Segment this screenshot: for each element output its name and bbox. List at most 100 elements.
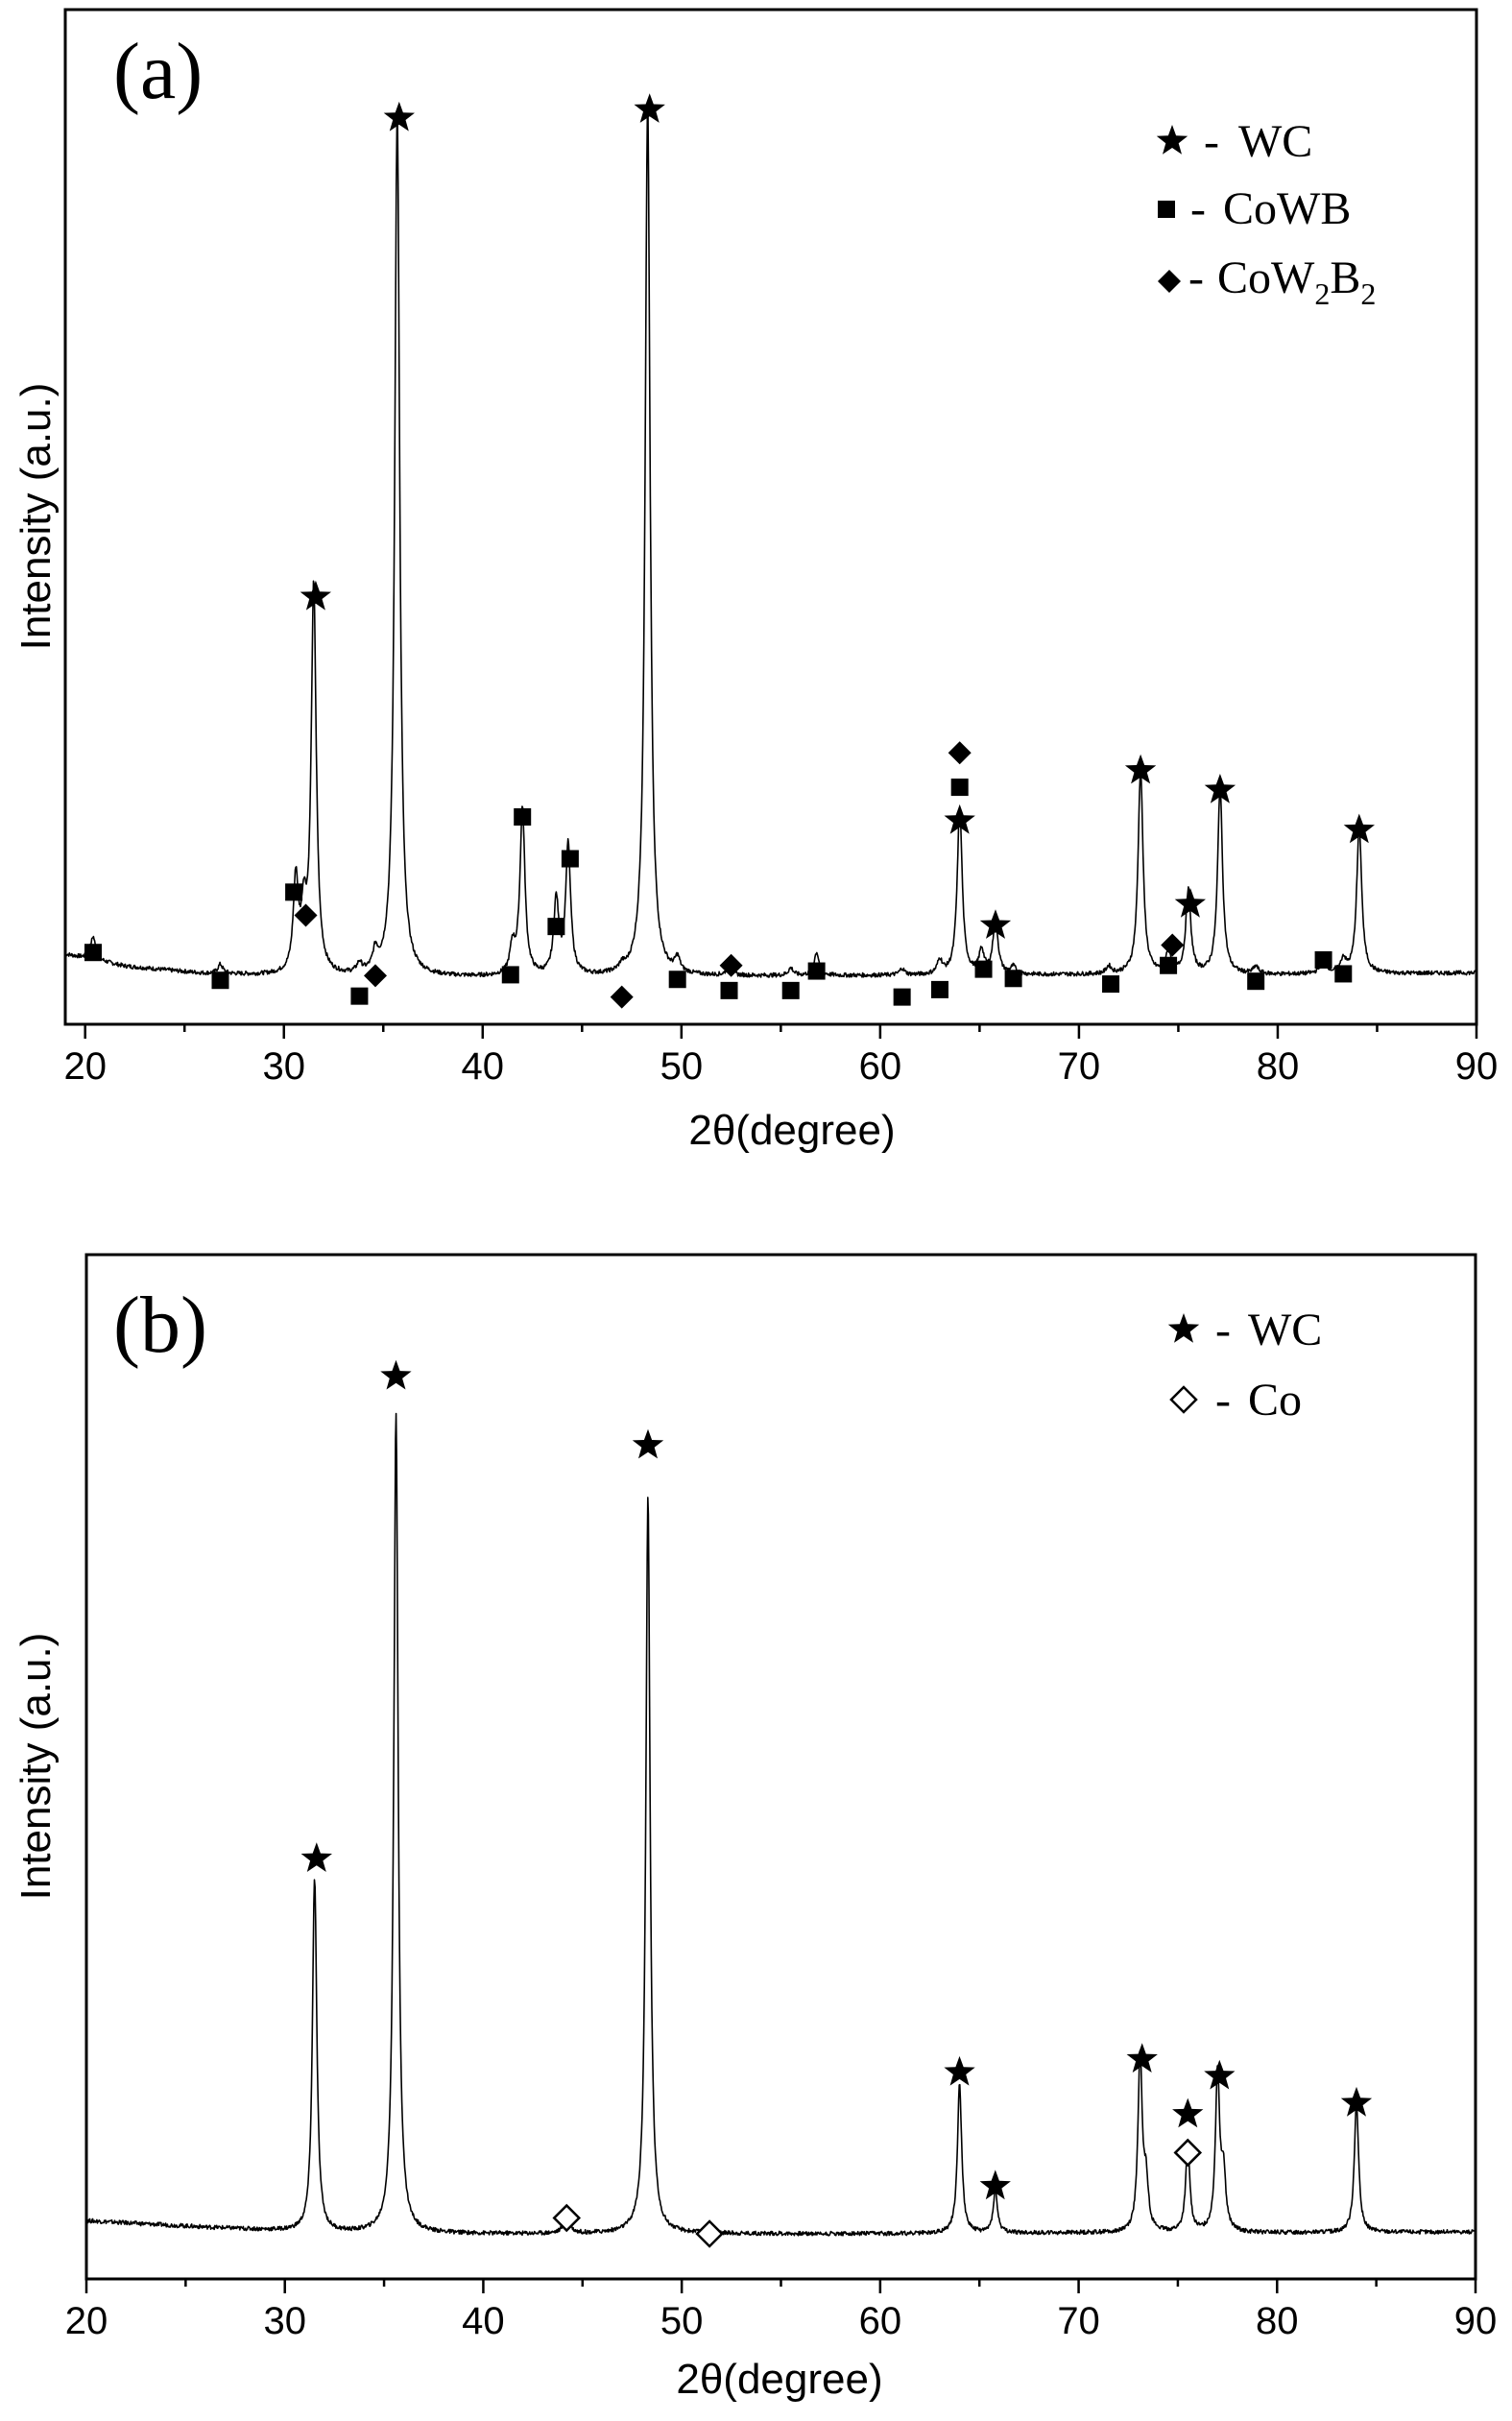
co-open-diamond-marker [1173, 2138, 1203, 2168]
co-open-diamond-marker [1169, 1385, 1198, 1414]
xrd-spectrum-line [64, 108, 1477, 978]
legend-item-co: - Co [1169, 1375, 1302, 1426]
wc-star-marker [383, 101, 415, 132]
panel-a: (a) - WC - CoWB - CoW2B2 20 30 40 50 60 70 80 [12, 8, 1498, 1154]
legend-label-co: Co [1248, 1375, 1302, 1426]
co-open-diamond-marker [552, 2203, 582, 2233]
panel-b: (b) - WC - Co 20 30 40 50 60 70 80 90 2θ(degree… [12, 1253, 1498, 2403]
legend-square-marker [1158, 201, 1175, 218]
wc-star-marker [944, 803, 975, 834]
xrd-spectrum-line [85, 1412, 1476, 2237]
cowb-square-marker [807, 962, 826, 980]
cowb-square-marker [561, 850, 579, 868]
cowb-square-marker [974, 960, 993, 978]
cowb-square-marker [1158, 201, 1175, 218]
plot-frame [84, 1253, 1477, 2281]
cow2b2-diamond-marker [719, 953, 743, 977]
wc-star-marker [979, 909, 1012, 939]
legend-label-part: B [1330, 252, 1360, 303]
x-tick-label: 60 [859, 2300, 902, 2342]
wc-star-marker [944, 2055, 975, 2086]
wc-star-marker [1156, 125, 1188, 155]
legend-star-marker [1156, 125, 1188, 155]
wc-star-marker [1126, 2043, 1158, 2073]
cow2b2-diamond-marker [294, 903, 318, 927]
legend-item-wc: - WC [1156, 116, 1312, 167]
spectrum-group [64, 108, 1477, 978]
cowb-square-marker [350, 987, 369, 1005]
x-tick-label: 50 [660, 2300, 704, 2342]
cowb-square-marker [1004, 970, 1022, 988]
x-tick-label: 70 [1058, 1045, 1101, 1088]
x-tick-label: 80 [1256, 2300, 1299, 2342]
x-axis-title: 2θ(degree) [688, 1107, 895, 1154]
cowb-square-marker [950, 779, 969, 797]
cowb-square-marker [1247, 972, 1265, 991]
wc-star-marker [979, 2169, 1011, 2200]
x-axis-ticks: 20 30 40 50 60 70 80 90 [65, 2279, 1498, 2342]
spectrum-group [85, 1412, 1476, 2237]
wc-star-marker [632, 1428, 664, 1459]
legend-open-diamond-marker [1169, 1385, 1198, 1414]
cowb-square-marker [501, 966, 519, 984]
wc-star-marker [300, 580, 331, 611]
legend-label-subscript: 2 [1314, 276, 1330, 311]
legend-dash: - [1190, 183, 1206, 234]
phase-markers [84, 93, 1375, 1009]
wc-star-marker [634, 93, 665, 123]
legend: - WC - CoWB - CoW2B2 [1156, 116, 1376, 311]
legend-dash: - [1215, 1305, 1231, 1355]
legend-dash: - [1188, 252, 1204, 303]
x-tick-label: 90 [1455, 1045, 1499, 1088]
x-tick-label: 60 [859, 1045, 902, 1088]
cowb-square-marker [1334, 965, 1353, 983]
legend-dash: - [1204, 116, 1219, 167]
x-tick-label: 20 [65, 2300, 108, 2342]
cow2b2-diamond-marker [1158, 270, 1181, 293]
panel-label: (a) [113, 27, 203, 116]
legend-label-cowb: CoWB [1223, 183, 1351, 234]
cow2b2-diamond-marker [1161, 933, 1185, 957]
legend-star-marker [1167, 1313, 1200, 1343]
cow2b2-diamond-marker [948, 741, 972, 765]
y-axis-title: Intensity (a.u.) [12, 1633, 60, 1901]
cowb-square-marker [211, 971, 229, 990]
co-open-diamond-marker [695, 2219, 724, 2248]
legend-item-cow2b2: - CoW2B2 [1158, 252, 1376, 311]
x-tick-label: 50 [660, 1045, 704, 1088]
wc-star-marker [1124, 754, 1157, 784]
legend-label-cow2b2: CoW2B2 [1217, 252, 1376, 311]
y-axis-title: Intensity (a.u.) [12, 383, 60, 651]
cowb-square-marker [781, 981, 800, 999]
x-axis-title: 2θ(degree) [676, 2356, 882, 2403]
x-tick-label: 30 [263, 2300, 306, 2342]
cowb-square-marker [547, 918, 565, 936]
cowb-square-marker [893, 988, 911, 1006]
cowb-square-marker [84, 944, 102, 962]
x-tick-label: 90 [1454, 2300, 1498, 2342]
x-tick-label: 40 [462, 2300, 505, 2342]
wc-star-marker [300, 1842, 332, 1872]
legend-dash: - [1215, 1375, 1231, 1426]
wc-star-marker [1204, 774, 1236, 803]
cowb-square-marker [1314, 950, 1332, 969]
legend-item-wc: - WC [1167, 1305, 1322, 1355]
cowb-square-marker [720, 981, 738, 999]
cowb-square-marker [1160, 956, 1178, 974]
legend-item-cowb: - CoWB [1158, 183, 1351, 234]
wc-star-marker [1167, 1313, 1200, 1343]
x-tick-label: 70 [1057, 2300, 1100, 2342]
cowb-square-marker [668, 971, 686, 989]
cowb-square-marker [1102, 975, 1120, 994]
wc-star-marker [1172, 2097, 1204, 2128]
x-axis-ticks: 20 30 40 50 60 70 80 90 [63, 1024, 1498, 1088]
cow2b2-diamond-marker [610, 985, 634, 1009]
wc-star-marker [1174, 887, 1206, 918]
wc-star-marker [1343, 813, 1375, 844]
phase-markers [300, 1359, 1373, 2248]
legend-diamond-marker [1158, 270, 1181, 293]
cowb-square-marker [514, 808, 532, 827]
legend: - WC - Co [1167, 1305, 1322, 1426]
legend-label-wc: WC [1238, 116, 1312, 167]
